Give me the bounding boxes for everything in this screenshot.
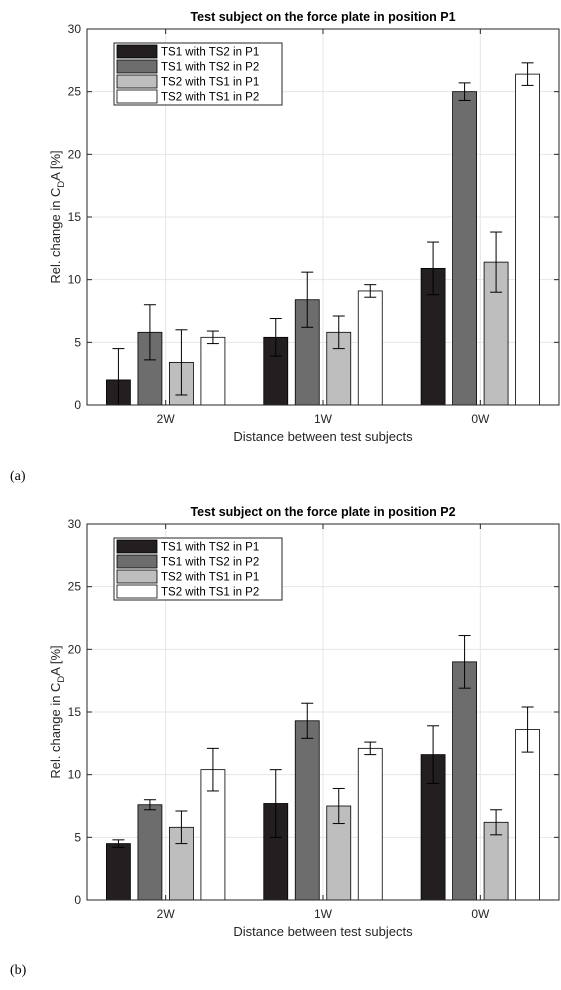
bar	[357, 747, 383, 901]
error-bar	[269, 769, 282, 838]
bar	[200, 336, 226, 406]
y-axis-label-main: Rel. change in C	[48, 188, 63, 284]
y-tick-label: 5	[74, 830, 81, 844]
error-bar	[143, 304, 156, 361]
chart-panel-a: 0 5 10 15 20 25 30 2W 1W 0W Test subject on the fo…	[48, 10, 560, 444]
legend-swatch	[116, 59, 158, 74]
error-bar	[206, 330, 219, 345]
y-tick-label: 30	[68, 22, 82, 36]
panel-label-a: (a)	[10, 469, 26, 484]
y-tick-label: 25	[68, 580, 82, 594]
legend-entry: TS2 with TS1 in P1	[161, 572, 259, 584]
y-tick-label: 0	[74, 893, 81, 907]
bar	[137, 804, 163, 901]
x-tick-label: 2W	[157, 907, 176, 921]
x-tick-label: 0W	[471, 412, 490, 426]
error-bar	[175, 329, 188, 396]
legend-entry: TS1 with TS2 in P1	[161, 542, 259, 554]
x-tick-label: 1W	[314, 412, 333, 426]
y-tick-label: 30	[68, 517, 82, 531]
legend-entry: TS1 with TS2 in P1	[161, 47, 259, 59]
error-bar	[364, 741, 377, 756]
bar	[452, 91, 477, 406]
error-bar	[143, 799, 156, 811]
legend-entry: TS1 with TS2 in P2	[161, 62, 259, 74]
legend-swatch	[116, 74, 158, 89]
error-bar	[112, 839, 125, 848]
bar	[357, 290, 383, 406]
error-bar	[427, 725, 440, 784]
error-bar	[521, 706, 534, 753]
legend-swatch	[116, 584, 158, 599]
legend-swatch	[116, 569, 158, 584]
y-tick-label: 20	[68, 147, 82, 161]
legend-entry: TS2 with TS1 in P2	[161, 587, 259, 599]
y-axis-label-main: Rel. change in C	[48, 683, 63, 779]
bar	[515, 729, 540, 901]
legend-swatch	[116, 539, 158, 554]
y-axis-label: Rel. change in CDA [%]	[48, 645, 67, 778]
x-axis-label: Distance between test subjects	[233, 429, 413, 444]
chart-panel-b: 0 5 10 15 20 25 30 2W 1W 0W Test subject on the fo…	[48, 505, 560, 939]
error-bar	[490, 231, 503, 293]
y-tick-label: 10	[68, 768, 82, 782]
y-axis-label-subscript: D	[56, 181, 67, 188]
y-tick-label: 5	[74, 335, 81, 349]
bar	[452, 661, 477, 901]
bars	[106, 62, 540, 406]
bar	[106, 843, 131, 901]
error-bar	[364, 284, 377, 298]
y-tick-label: 25	[68, 85, 82, 99]
panel-label-b: (b)	[10, 963, 27, 978]
error-bar	[206, 747, 219, 792]
error-bar	[301, 271, 314, 328]
legend: TS1 with TS2 in P1 TS1 with TS2 in P2 TS2 …	[113, 42, 283, 106]
y-tick-label: 20	[68, 642, 82, 656]
legend-entry: TS2 with TS1 in P1	[161, 77, 259, 89]
error-bar	[427, 241, 440, 296]
x-ticks: 2W 1W 0W	[157, 29, 490, 426]
error-bar	[458, 635, 471, 689]
legend-entry: TS2 with TS1 in P2	[161, 92, 259, 104]
legend-entry: TS1 with TS2 in P2	[161, 557, 259, 569]
y-axis-label-tail: A [%]	[48, 645, 63, 675]
error-bar	[521, 62, 534, 86]
error-bar	[175, 810, 188, 845]
chart-title: Test subject on the force plate in posit…	[190, 10, 455, 24]
y-tick-label: 10	[68, 273, 82, 287]
y-tick-label: 15	[68, 210, 82, 224]
error-bar	[490, 809, 503, 836]
legend-swatch	[116, 554, 158, 569]
x-tick-label: 2W	[157, 412, 176, 426]
y-axis-label: Rel. change in CDA [%]	[48, 150, 67, 283]
y-axis-label-subscript: D	[56, 676, 67, 683]
y-tick-label: 0	[74, 398, 81, 412]
legend: TS1 with TS2 in P1 TS1 with TS2 in P2 TS2 …	[113, 537, 283, 601]
y-axis-label-tail: A [%]	[48, 150, 63, 180]
x-axis-label: Distance between test subjects	[233, 924, 413, 939]
error-bar	[332, 315, 345, 350]
y-ticks: 0 5 10 15 20 25 30	[68, 517, 559, 907]
y-tick-label: 15	[68, 705, 82, 719]
legend-swatch	[116, 89, 158, 104]
error-bar	[269, 318, 282, 357]
bar	[326, 331, 352, 406]
x-ticks: 2W 1W 0W	[157, 524, 490, 921]
x-tick-label: 1W	[314, 907, 333, 921]
bar	[515, 73, 540, 406]
bars	[106, 635, 540, 901]
chart-title: Test subject on the force plate in posit…	[190, 505, 455, 519]
error-bar	[301, 702, 314, 739]
x-tick-label: 0W	[471, 907, 490, 921]
bar	[294, 720, 320, 901]
legend-swatch	[116, 44, 158, 59]
error-bar	[332, 787, 345, 825]
error-bar	[458, 82, 471, 101]
y-ticks: 0 5 10 15 20 25 30	[68, 22, 559, 412]
